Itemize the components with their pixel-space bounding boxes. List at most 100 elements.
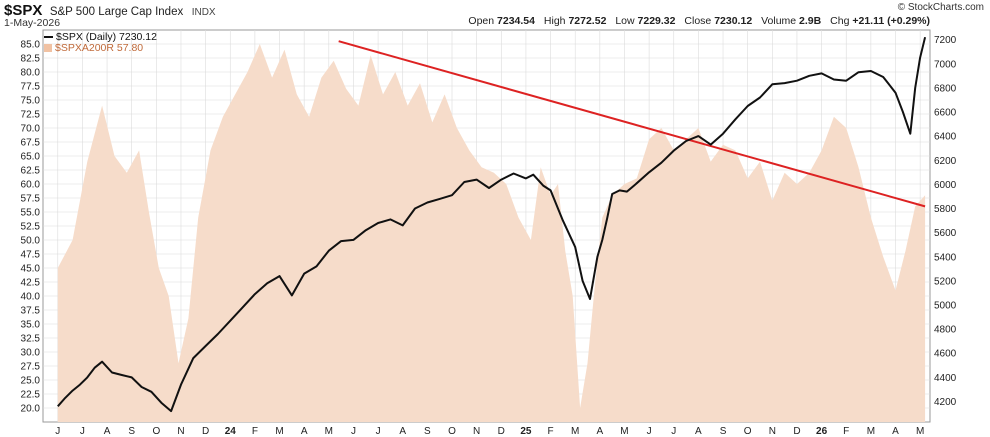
x-tick-label: J bbox=[671, 426, 676, 437]
legend-area-swatch bbox=[44, 43, 52, 52]
x-tick-label: M bbox=[571, 426, 579, 437]
legend-item-spx: $SPX (Daily) 7230.12 bbox=[44, 30, 157, 43]
left-tick-label: 52.5 bbox=[21, 222, 41, 233]
right-tick-label: 6000 bbox=[934, 180, 957, 191]
x-tick-label: F bbox=[252, 426, 258, 437]
left-tick-label: 85.0 bbox=[21, 40, 41, 51]
right-tick-label: 6200 bbox=[934, 156, 957, 167]
left-tick-label: 75.0 bbox=[21, 96, 41, 107]
x-tick-label: O bbox=[744, 426, 752, 437]
right-tick-label: 5400 bbox=[934, 252, 957, 263]
x-tick-label: S bbox=[424, 426, 431, 437]
high-label: High bbox=[543, 15, 566, 27]
left-tick-label: 82.5 bbox=[21, 54, 41, 65]
left-axis-ticks: 20.0 22.5 25.0 27.5 30.0 32.5 35.0 37.5 40.0 42.5… bbox=[21, 40, 41, 415]
chg-label: Chg bbox=[830, 15, 850, 27]
right-tick-label: 4600 bbox=[934, 349, 957, 360]
left-tick-label: 77.5 bbox=[21, 82, 41, 93]
legend-label-spx: $SPX (Daily) 7230.12 bbox=[56, 30, 157, 43]
x-tick-label: A bbox=[597, 426, 604, 437]
x-tick-label: 25 bbox=[520, 426, 532, 437]
x-tick-label: S bbox=[720, 426, 727, 437]
chg-value: +21.11 (+0.29%) bbox=[852, 15, 930, 27]
x-tick-label: A bbox=[892, 426, 899, 437]
x-tick-label: 26 bbox=[816, 426, 828, 437]
right-tick-label: 4800 bbox=[934, 325, 957, 336]
left-tick-label: 47.5 bbox=[21, 250, 41, 261]
brand-logo: © StockCharts.com bbox=[897, 2, 984, 13]
open-label: Open bbox=[468, 15, 495, 27]
legend-label-a200: $SPXA200R 57.80 bbox=[55, 41, 144, 54]
x-tick-label: J bbox=[376, 426, 381, 437]
x-tick-label: A bbox=[104, 426, 111, 437]
x-tick-label: F bbox=[843, 426, 849, 437]
x-tick-label: M bbox=[275, 426, 283, 437]
right-tick-label: 4200 bbox=[934, 397, 957, 408]
left-tick-label: 50.0 bbox=[21, 236, 41, 247]
legend: $SPX (Daily) 7230.12 $SPXA200R 57.80 bbox=[44, 30, 157, 54]
x-tick-label: F bbox=[548, 426, 554, 437]
high-value: 7272.52 bbox=[568, 15, 607, 27]
right-tick-label: 5800 bbox=[934, 204, 957, 215]
chart-header: $SPX S&P 500 Large Cap Index INDX bbox=[4, 2, 216, 20]
volume-label: Volume bbox=[761, 15, 797, 27]
x-tick-label: M bbox=[867, 426, 875, 437]
open-value: 7234.54 bbox=[497, 15, 535, 27]
left-tick-label: 32.5 bbox=[21, 334, 41, 345]
right-tick-label: 7200 bbox=[934, 35, 957, 46]
x-tick-label: J bbox=[647, 426, 652, 437]
x-tick-label: O bbox=[152, 426, 160, 437]
close-value: 7230.12 bbox=[714, 15, 753, 27]
left-tick-label: 42.5 bbox=[21, 278, 41, 289]
x-tick-label: A bbox=[399, 426, 406, 437]
spx-series-line bbox=[57, 36, 927, 413]
x-tick-label: N bbox=[177, 426, 184, 437]
left-tick-label: 37.5 bbox=[21, 306, 41, 317]
x-tick-label: A bbox=[301, 426, 308, 437]
x-tick-label: N bbox=[769, 426, 776, 437]
right-tick-label: 6600 bbox=[934, 108, 957, 119]
legend-line-swatch bbox=[44, 35, 53, 38]
left-tick-label: 80.0 bbox=[21, 68, 41, 79]
left-tick-label: 40.0 bbox=[21, 292, 41, 303]
symbol: $SPX bbox=[4, 2, 43, 19]
x-tick-label: J bbox=[80, 426, 85, 437]
x-tick-label: A bbox=[695, 426, 702, 437]
right-tick-label: 6800 bbox=[934, 83, 957, 94]
x-axis-ticks: J J A S O N D 24 F M A M J J A S O N D 25 F M A M J J A S O N D 26 F M A M bbox=[55, 426, 924, 437]
spx-line bbox=[57, 36, 927, 413]
left-tick-label: 55.0 bbox=[21, 208, 41, 219]
left-tick-label: 62.5 bbox=[21, 166, 41, 177]
low-value: 7229.32 bbox=[637, 15, 676, 27]
right-axis-ticks: 4200 4400 4600 4800 5000 5200 5400 5600 5800 6000… bbox=[934, 35, 957, 408]
x-tick-label: O bbox=[448, 426, 456, 437]
left-tick-label: 70.0 bbox=[21, 124, 41, 135]
left-tick-label: 45.0 bbox=[21, 264, 41, 275]
x-tick-label: M bbox=[325, 426, 333, 437]
left-tick-label: 57.5 bbox=[21, 194, 41, 205]
x-tick-label: J bbox=[351, 426, 356, 437]
trendline-segment bbox=[338, 40, 926, 208]
x-tick-label: M bbox=[620, 426, 628, 437]
a200-area bbox=[57, 44, 926, 422]
right-tick-label: 7000 bbox=[934, 59, 957, 70]
left-tick-label: 22.5 bbox=[21, 390, 41, 401]
left-tick-label: 72.5 bbox=[21, 110, 41, 121]
left-tick-label: 35.0 bbox=[21, 320, 41, 331]
right-tick-label: 5600 bbox=[934, 228, 957, 239]
legend-item-a200: $SPXA200R 57.80 bbox=[44, 41, 157, 54]
x-tick-label: D bbox=[202, 426, 209, 437]
x-tick-label: S bbox=[128, 426, 135, 437]
x-tick-label: N bbox=[473, 426, 480, 437]
a200-area-fill bbox=[57, 44, 926, 422]
left-tick-label: 60.0 bbox=[21, 180, 41, 191]
right-tick-label: 4400 bbox=[934, 373, 957, 384]
low-label: Low bbox=[615, 15, 635, 27]
ohlc-readout: Open 7234.54 High 7272.52 Low 7229.32 Cl… bbox=[468, 15, 930, 27]
x-tick-label: 24 bbox=[225, 426, 237, 437]
right-tick-label: 6400 bbox=[934, 132, 957, 143]
right-tick-label: 5200 bbox=[934, 276, 957, 287]
x-tick-label: M bbox=[916, 426, 924, 437]
x-tick-label: J bbox=[55, 426, 60, 437]
